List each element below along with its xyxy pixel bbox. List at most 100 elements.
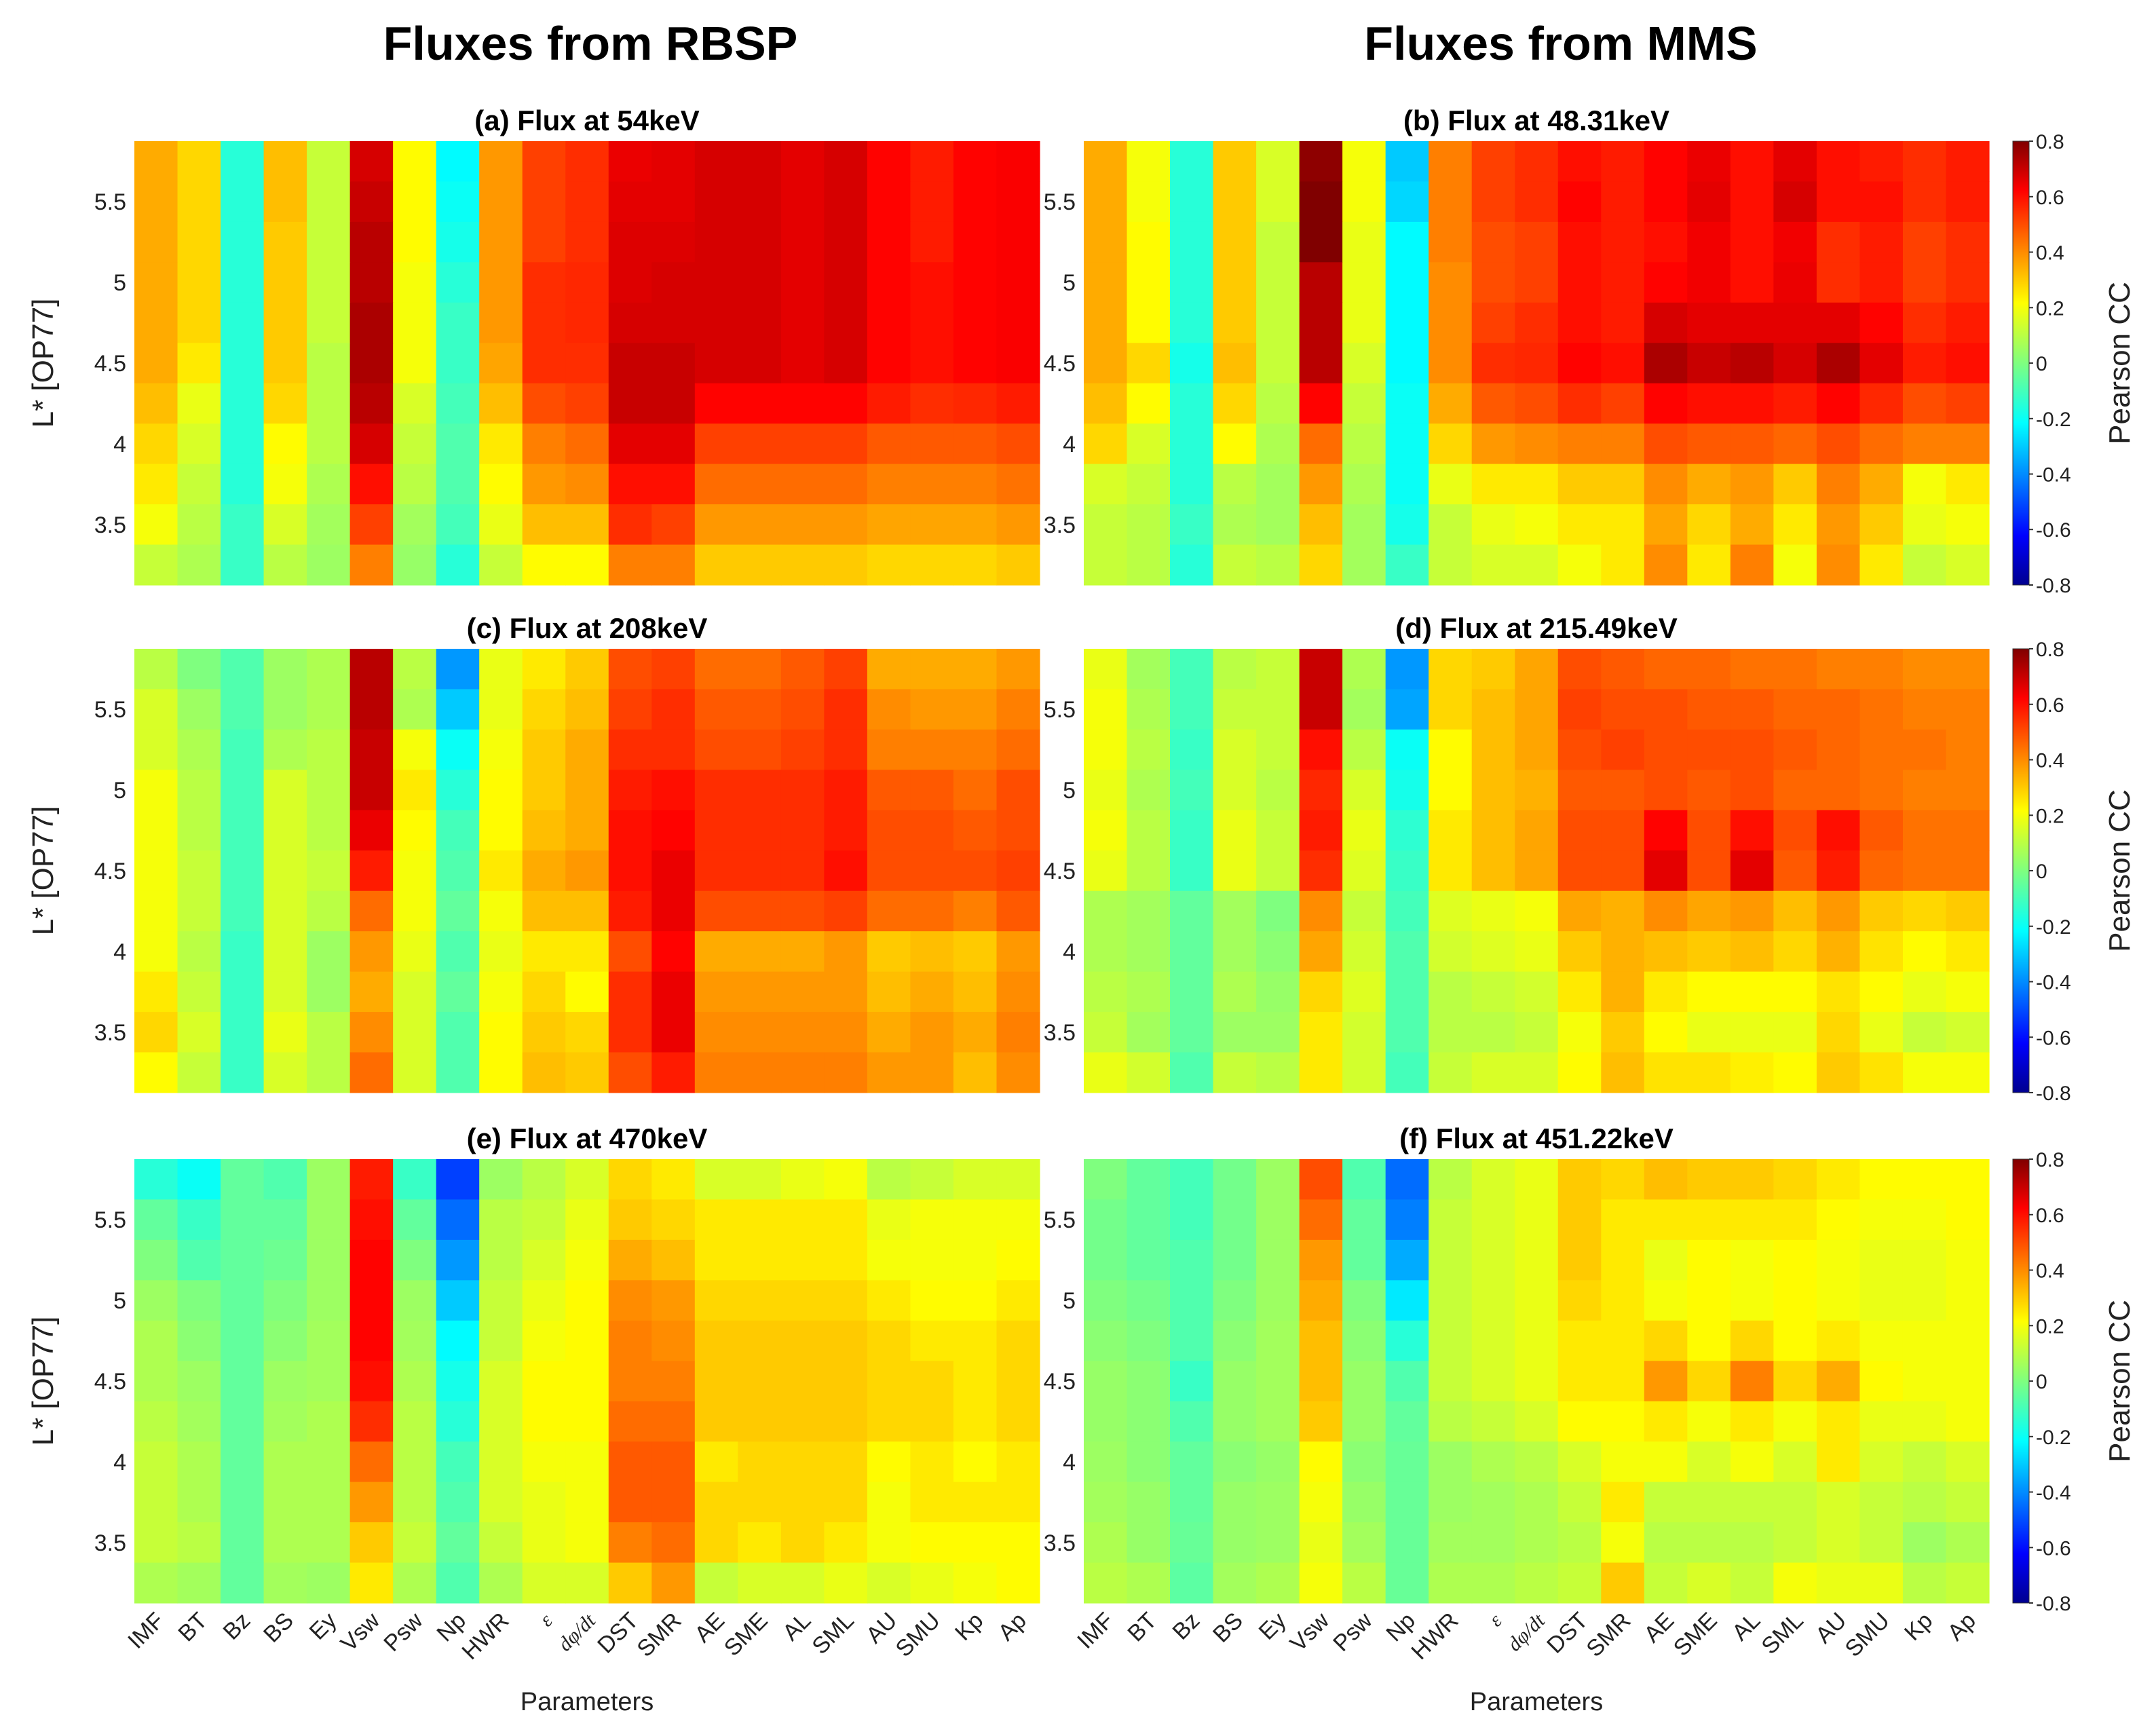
heatmap-cell (1859, 649, 1904, 690)
heatmap-cell (1256, 971, 1300, 1013)
heatmap-cell (1170, 262, 1214, 303)
heatmap-cell (824, 262, 868, 303)
heatmap-cell (1816, 383, 1861, 424)
heatmap-cell (565, 890, 609, 932)
heatmap-cell (694, 689, 738, 730)
heatmap-cell (1773, 383, 1817, 424)
heatmap-cell (694, 971, 738, 1013)
heatmap-cell (996, 504, 1040, 546)
heatmap-cell (1299, 810, 1343, 851)
heatmap-cell (1385, 1052, 1429, 1093)
heatmap-cell (1601, 1522, 1645, 1564)
heatmap-cell (177, 850, 221, 892)
heatmap-cell (263, 770, 307, 811)
heatmap-cell (1127, 262, 1171, 303)
heatmap-cell (565, 343, 609, 384)
heatmap-cell (1342, 971, 1386, 1013)
panel-title: (e) Flux at 470keV (467, 1122, 708, 1154)
heatmap-cell (1256, 770, 1300, 811)
heatmap-cell (1730, 890, 1774, 932)
heatmap-cell (1084, 343, 1128, 384)
heatmap-cell (910, 850, 954, 892)
heatmap-cell (1084, 890, 1128, 932)
heatmap-cell (1902, 1441, 1947, 1483)
heatmap-cell (1342, 1441, 1386, 1483)
heatmap-cell (694, 423, 738, 465)
heatmap-cell (134, 1012, 178, 1053)
heatmap-cell (1213, 302, 1257, 343)
heatmap-cell (1299, 423, 1343, 465)
heatmap-cell (1429, 1361, 1473, 1402)
heatmap-cell (1859, 1159, 1904, 1201)
heatmap-cell (1342, 141, 1386, 183)
panel-title: (f) Flux at 451.22keV (1399, 1122, 1673, 1154)
heatmap-cell (479, 850, 523, 892)
heatmap-cell (1687, 343, 1731, 384)
heatmap-cell (651, 850, 696, 892)
heatmap-cell (1429, 464, 1473, 505)
heatmap-cell (479, 931, 523, 973)
heatmap-cell (910, 1012, 954, 1053)
heatmap-cell (1471, 1401, 1515, 1442)
heatmap-cell (1557, 544, 1602, 586)
colorbar-tick-label: -0.4 (2036, 1482, 2071, 1505)
heatmap-cell (953, 302, 998, 343)
heatmap-cell (1902, 770, 1947, 811)
heatmap-cell (738, 689, 782, 730)
heatmap-cell (393, 729, 437, 770)
heatmap-cell (651, 1199, 696, 1241)
heatmap-cell (522, 770, 566, 811)
heatmap-cell (694, 221, 738, 263)
heatmap-cell (565, 221, 609, 263)
heatmap-cell (1515, 423, 1559, 465)
heatmap-cell (479, 770, 523, 811)
heatmap-cell (824, 850, 868, 892)
heatmap-cell (780, 141, 825, 183)
heatmap-cell (1256, 1052, 1300, 1093)
heatmap-cell (1342, 1401, 1386, 1442)
heatmap-cell (1601, 1482, 1645, 1523)
heatmap-cell (1859, 1522, 1904, 1564)
heatmap-cell (1299, 544, 1343, 586)
heatmap-cell (910, 729, 954, 770)
heatmap-cell (1557, 1239, 1602, 1281)
ytick-label: 5 (113, 270, 126, 296)
heatmap-cell (910, 1239, 954, 1281)
heatmap-cell (134, 181, 178, 223)
heatmap-cell (1170, 1239, 1214, 1281)
heatmap-cell (436, 464, 480, 505)
heatmap-cell (1816, 262, 1861, 303)
colorbar-tick-label: 0.6 (2036, 694, 2064, 717)
heatmap-cell (1773, 504, 1817, 546)
heatmap-cell (1515, 343, 1559, 384)
heatmap-cell (1299, 383, 1343, 424)
colorbar-tick-label: 0.4 (2036, 1260, 2064, 1283)
heatmap-cell (1471, 423, 1515, 465)
heatmap-cell (1687, 770, 1731, 811)
heatmap-cell (1385, 1401, 1429, 1442)
heatmap-cell (1256, 931, 1300, 973)
heatmap-cell (953, 221, 998, 263)
heatmap-cell (1816, 221, 1861, 263)
heatmap-cell (307, 504, 351, 546)
heatmap-cell (824, 1239, 868, 1281)
heatmap-cell (479, 1239, 523, 1281)
heatmap-cell (263, 504, 307, 546)
heatmap-cell (1299, 1522, 1343, 1564)
heatmap-cell (780, 850, 825, 892)
heatmap-cell (608, 1482, 652, 1523)
heatmap-cell (1557, 1159, 1602, 1201)
heatmap-cell (393, 221, 437, 263)
heatmap-cell (953, 649, 998, 690)
heatmap-cell (1816, 141, 1861, 183)
heatmap-cell (1773, 1199, 1817, 1241)
heatmap-cell (436, 1052, 480, 1093)
heatmap-cell (1342, 464, 1386, 505)
colorbar-tick-label: -0.8 (2036, 1593, 2071, 1615)
heatmap-cell (1859, 850, 1904, 892)
heatmap-cell (522, 649, 566, 690)
heatmap-cell (177, 504, 221, 546)
heatmap-cell (1127, 1159, 1171, 1201)
heatmap-cell (1170, 729, 1214, 770)
heatmap-cell (307, 971, 351, 1013)
